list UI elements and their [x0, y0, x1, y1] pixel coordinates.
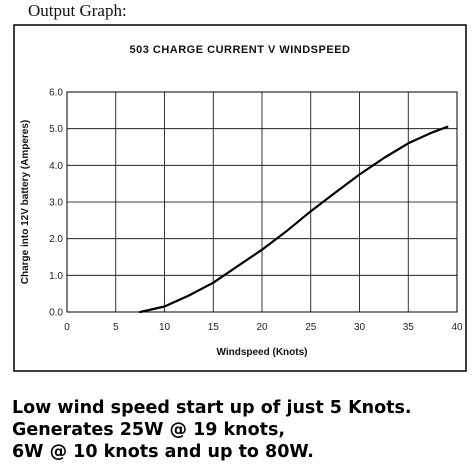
y-tick-label-5: 5.0: [49, 124, 63, 135]
x-tick-label-5: 25: [305, 322, 317, 333]
x-tick-label-8: 40: [451, 322, 463, 333]
y-tick-label-2: 2.0: [49, 234, 63, 245]
x-axis-label: Windspeed (Knots): [216, 347, 307, 358]
series-layer: [139, 125, 449, 314]
y-tick-label-6: 6.0: [49, 88, 63, 99]
x-tick-label-1: 5: [113, 322, 119, 333]
x-tick-label-4: 20: [256, 322, 268, 333]
chart-frame: [13, 24, 467, 372]
x-tick-labels: 0 5 10 15 20 25 30 35 40: [64, 322, 463, 333]
y-tick-label-0: 0.0: [49, 308, 63, 319]
y-tick-label-1: 1.0: [49, 271, 63, 282]
chart-title: 503 CHARGE CURRENT V WINDSPEED: [130, 44, 351, 56]
caption-block: Low wind speed start up of just 5 Knots.…: [12, 397, 412, 463]
series-line-0: [139, 125, 449, 314]
y-axis-label: Charge into 12V battery (Amperes): [20, 120, 31, 285]
caption-line-3: 6W @ 10 knots and up to 80W.: [12, 442, 314, 462]
x-tick-label-0: 0: [64, 322, 70, 333]
x-tick-label-7: 35: [403, 322, 415, 333]
y-tick-labels: 0.0 1.0 2.0 3.0 4.0 5.0 6.0: [49, 88, 63, 319]
x-tick-label-2: 10: [159, 322, 171, 333]
plot-area: [66, 91, 458, 313]
y-tick-label-3: 3.0: [49, 198, 63, 209]
x-tick-label-3: 15: [208, 322, 220, 333]
caption-line-1: Low wind speed start up of just 5 Knots.: [12, 398, 412, 418]
output-graph-heading: Output Graph:: [28, 1, 127, 20]
charge-current-chart: 503 CHARGE CURRENT V WINDSPEED 0 5 10 15 20 2…: [13, 24, 467, 372]
x-tick-label-6: 30: [354, 322, 366, 333]
caption-line-2: Generates 25W @ 19 knots,: [12, 420, 286, 440]
y-tick-label-4: 4.0: [49, 161, 63, 172]
